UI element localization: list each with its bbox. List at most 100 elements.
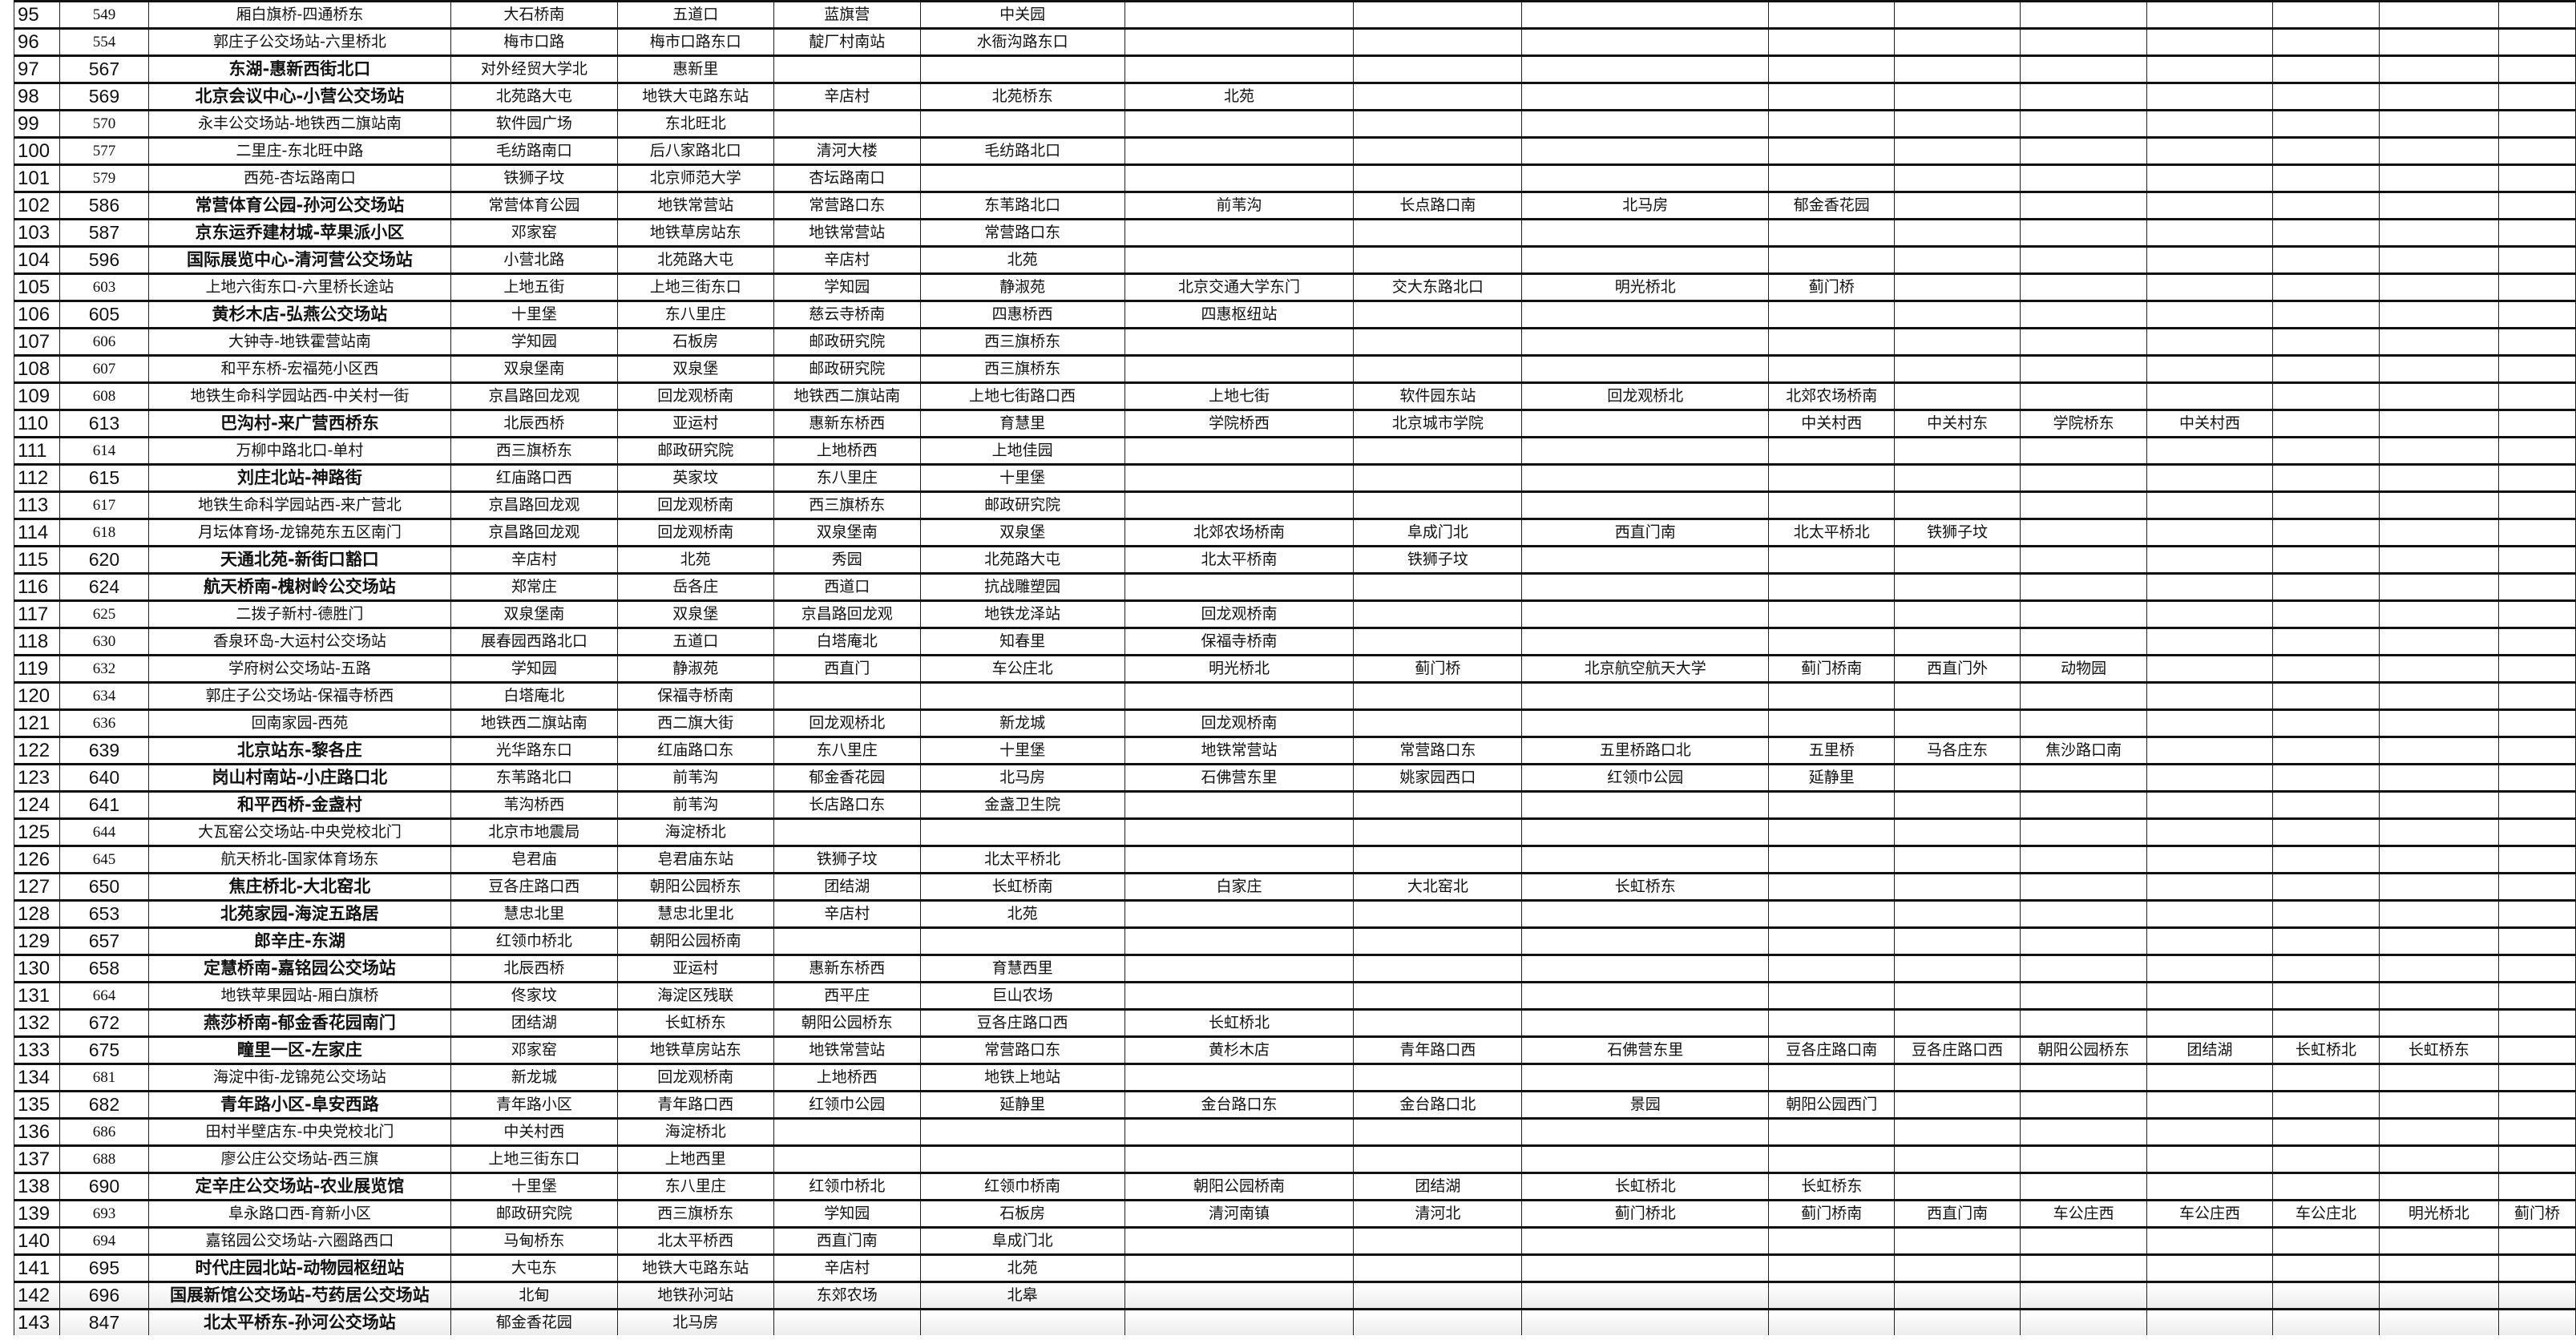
stop-cell[interactable]: 车公庄北 (2272, 1199, 2380, 1228)
stop-cell[interactable] (1768, 845, 1896, 874)
stop-cell[interactable]: 北太平桥西 (616, 1226, 774, 1255)
stop-cell[interactable] (1894, 163, 2021, 192)
row-number-cell[interactable]: 134 (14, 1063, 60, 1092)
route-name-cell[interactable]: 常营体育公园-孙河公交场站 (147, 191, 451, 220)
stop-cell[interactable] (1124, 54, 1355, 83)
row-number-cell[interactable]: 105 (14, 272, 60, 301)
stop-cell[interactable] (2378, 163, 2499, 192)
route-name-cell[interactable]: 郭庄子公交场站-六里桥北 (147, 27, 451, 56)
route-id-cell[interactable]: 624 (59, 572, 149, 601)
stop-cell[interactable]: 双泉堡 (919, 518, 1125, 547)
stop-cell[interactable] (1521, 0, 1770, 29)
stop-cell[interactable] (1353, 327, 1523, 356)
stop-cell[interactable]: 地铁西二旗站南 (450, 708, 618, 737)
stop-cell[interactable]: 回龙观桥南 (616, 1063, 774, 1092)
stop-cell[interactable] (1768, 981, 1896, 1010)
stop-cell[interactable]: 石佛营东里 (1124, 763, 1355, 792)
stop-cell[interactable] (2146, 1144, 2274, 1173)
route-id-cell[interactable]: 657 (59, 926, 149, 955)
stop-cell[interactable] (2272, 272, 2380, 301)
stop-cell[interactable] (2272, 1253, 2380, 1282)
stop-cell[interactable] (2497, 327, 2576, 356)
stop-cell[interactable]: 西平庄 (773, 981, 921, 1010)
stop-cell[interactable] (1353, 1117, 1523, 1146)
stop-cell[interactable] (2272, 354, 2380, 383)
stop-cell[interactable]: 团结湖 (1353, 1172, 1523, 1201)
stop-cell[interactable] (1768, 218, 1896, 247)
stop-cell[interactable] (2497, 436, 2576, 465)
route-name-cell[interactable]: 焦庄桥北-大北窑北 (147, 872, 451, 901)
stop-cell[interactable] (1768, 1281, 1896, 1310)
stop-cell[interactable] (1124, 136, 1355, 165)
stop-cell[interactable] (1124, 1308, 1355, 1335)
stop-cell[interactable] (2020, 109, 2148, 138)
stop-cell[interactable]: 团结湖 (2146, 1035, 2274, 1064)
stop-cell[interactable]: 上地三街东口 (616, 272, 774, 301)
row-number-cell[interactable]: 112 (14, 463, 60, 492)
stop-cell[interactable]: 展春园西路北口 (450, 627, 618, 656)
stop-cell[interactable] (1353, 708, 1523, 737)
stop-cell[interactable]: 蓟门桥南 (1768, 1199, 1896, 1228)
stop-cell[interactable]: 长店路口东 (773, 790, 921, 819)
stop-cell[interactable] (2146, 54, 2274, 83)
route-id-cell[interactable]: 664 (59, 981, 149, 1010)
stop-cell[interactable]: 东苇路北口 (919, 191, 1125, 220)
stop-cell[interactable] (1521, 1281, 1770, 1310)
stop-cell[interactable] (1894, 1090, 2021, 1119)
route-name-cell[interactable]: 和平西桥-金盏村 (147, 790, 451, 819)
route-name-cell[interactable]: 大钟寺-地铁霍营站南 (147, 327, 451, 356)
stop-cell[interactable]: 铁狮子坟 (450, 163, 618, 192)
stop-cell[interactable] (2378, 681, 2499, 710)
stop-cell[interactable] (2378, 926, 2499, 955)
stop-cell[interactable]: 北苑 (919, 899, 1125, 928)
route-id-cell[interactable]: 634 (59, 681, 149, 710)
route-name-cell[interactable]: 厢白旗桥-四通桥东 (147, 0, 451, 29)
route-id-cell[interactable]: 658 (59, 954, 149, 983)
stop-cell[interactable]: 蓟门桥南 (1768, 654, 1896, 683)
stop-cell[interactable] (2272, 681, 2380, 710)
stop-cell[interactable] (1124, 0, 1355, 29)
row-number-cell[interactable]: 135 (14, 1090, 60, 1119)
route-id-cell[interactable]: 614 (59, 436, 149, 465)
stop-cell[interactable] (1124, 926, 1355, 955)
stop-cell[interactable] (1521, 1226, 1770, 1255)
stop-cell[interactable] (2378, 1281, 2499, 1310)
stop-cell[interactable]: 青年路口西 (1353, 1035, 1523, 1064)
stop-cell[interactable] (1353, 845, 1523, 874)
stop-cell[interactable]: 明光桥北 (1124, 654, 1355, 683)
stop-cell[interactable]: 五道口 (616, 627, 774, 656)
stop-cell[interactable] (1521, 490, 1770, 519)
stop-cell[interactable] (1768, 436, 1896, 465)
stop-cell[interactable]: 辛店村 (773, 245, 921, 274)
stop-cell[interactable]: 马甸桥东 (450, 1226, 618, 1255)
stop-cell[interactable] (1521, 790, 1770, 819)
stop-cell[interactable]: 北郊农场桥南 (1768, 381, 1896, 410)
stop-cell[interactable] (1124, 327, 1355, 356)
stop-cell[interactable] (2272, 1117, 2380, 1146)
stop-cell[interactable] (1768, 463, 1896, 492)
stop-cell[interactable]: 朝阳公园桥东 (2020, 1035, 2148, 1064)
stop-cell[interactable]: 长虹桥北 (1521, 1172, 1770, 1201)
stop-cell[interactable] (2378, 954, 2499, 983)
stop-cell[interactable] (2378, 790, 2499, 819)
stop-cell[interactable] (1521, 245, 1770, 274)
stop-cell[interactable] (1124, 27, 1355, 56)
stop-cell[interactable] (1521, 463, 1770, 492)
stop-cell[interactable] (2272, 981, 2380, 1010)
stop-cell[interactable]: 小营北路 (450, 245, 618, 274)
stop-cell[interactable] (2497, 409, 2576, 438)
stop-cell[interactable] (2497, 1144, 2576, 1173)
route-name-cell[interactable]: 东湖-惠新西街北口 (147, 54, 451, 83)
stop-cell[interactable]: 延静里 (919, 1090, 1125, 1119)
stop-cell[interactable]: 蓝旗营 (773, 0, 921, 29)
stop-cell[interactable] (2497, 27, 2576, 56)
stop-cell[interactable] (2272, 572, 2380, 601)
stop-cell[interactable]: 常营体育公园 (450, 191, 618, 220)
stop-cell[interactable]: 上地三街东口 (450, 1144, 618, 1173)
stop-cell[interactable] (2272, 381, 2380, 410)
stop-cell[interactable] (919, 54, 1125, 83)
stop-cell[interactable] (2146, 1253, 2274, 1282)
stop-cell[interactable] (2497, 954, 2576, 983)
stop-cell[interactable]: 清河南镇 (1124, 1199, 1355, 1228)
stop-cell[interactable] (2020, 1172, 2148, 1201)
